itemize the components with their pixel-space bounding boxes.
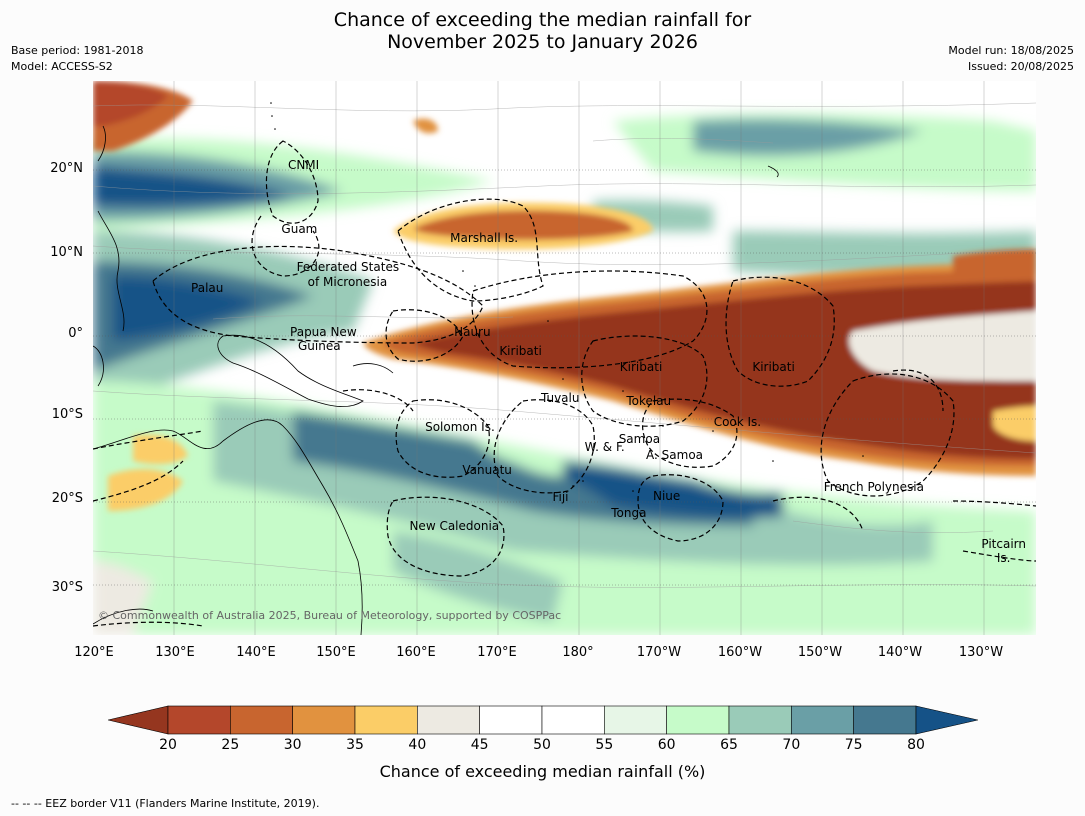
- region-label: Guam: [281, 222, 318, 237]
- contour-lines: [93, 102, 1036, 588]
- borneo-coast: [93, 345, 104, 387]
- region-label: Niue: [653, 488, 681, 503]
- region-label: Fiji: [552, 489, 569, 504]
- lon-label-170w: 170°W: [636, 645, 682, 660]
- colorbar-bin: [354, 705, 418, 735]
- colorbar-bin: [604, 705, 667, 735]
- lon-label-120e: 120°E: [74, 645, 114, 660]
- region-label: Is.: [996, 551, 1011, 566]
- new-zealand-coast: [93, 608, 154, 625]
- lon-label-160w: 160°W: [717, 645, 763, 660]
- colorbar-label: Chance of exceeding median rainfall (%): [379, 762, 706, 781]
- colorbar-bin: [417, 705, 480, 735]
- lat-label-20s: 20°S: [51, 491, 83, 506]
- lat-label-10s: 10°S: [51, 407, 83, 422]
- issued-date: Issued: 20/08/2025: [967, 60, 1074, 73]
- region-label: Kiribati: [499, 343, 542, 358]
- coastlines: [93, 125, 779, 635]
- philippines-coast: [97, 210, 125, 332]
- region-label: Guinea: [298, 338, 341, 353]
- region-label: New Caledonia: [409, 518, 500, 533]
- region-label: Tonga: [611, 506, 647, 521]
- colorbar-tick-label: 50: [533, 737, 551, 753]
- colorbar-tick-label: 40: [408, 737, 427, 753]
- lon-label-160e: 160°E: [396, 645, 436, 660]
- colorbar-tick-label: 25: [221, 737, 240, 753]
- taiwan-coast: [97, 125, 106, 162]
- lon-label-140w: 140°W: [877, 645, 923, 660]
- region-label: Kiribati: [752, 360, 795, 375]
- colorbar-under-arrow: [108, 705, 169, 735]
- colorbar-tick-label: 55: [595, 737, 614, 753]
- colorbar-tick-label: 20: [159, 737, 177, 753]
- region-label: of Micronesia: [307, 274, 388, 289]
- hawaii-coast: [767, 165, 779, 178]
- graticule: [93, 169, 1036, 586]
- lat-label-10n: 10°N: [50, 245, 83, 260]
- rainfall-probability-map: [93, 81, 1036, 635]
- colorbar-tick-label: 65: [720, 737, 738, 753]
- colorbar-bin: [479, 705, 543, 735]
- colorbar: [108, 705, 978, 735]
- colorbar-bin: [230, 705, 293, 735]
- dry-signal-field: [93, 81, 1036, 511]
- lon-label-140e: 140°E: [236, 645, 276, 660]
- region-label: Papua New: [290, 324, 357, 339]
- region-label: Solomon Is.: [425, 420, 495, 435]
- lon-label-150w: 150°W: [797, 645, 843, 660]
- eez-borders: [93, 140, 1036, 627]
- lat-label-20n: 20°N: [50, 161, 83, 176]
- region-label: Federated States: [296, 260, 400, 275]
- region-label: Marshall Is.: [450, 231, 519, 246]
- lon-label-170e: 170°E: [477, 645, 517, 660]
- colorbar-bin: [541, 705, 605, 735]
- base-period: Base period: 1981-2018: [11, 44, 144, 57]
- region-label: Palau: [191, 281, 224, 296]
- lat-label-equator: 0°: [68, 326, 83, 341]
- colorbar-tick-label: 30: [283, 737, 302, 753]
- region-label: French Polynesia: [823, 479, 924, 494]
- colorbar-bin: [666, 705, 730, 735]
- map-title-line-1: Chance of exceeding the median rainfall …: [333, 9, 752, 31]
- colorbar-tick-label: 45: [470, 737, 489, 753]
- region-label: Kiribati: [619, 360, 663, 375]
- colorbar-bin: [791, 705, 854, 735]
- lat-label-30s: 30°S: [51, 580, 83, 595]
- region-label: Pitcairn: [981, 537, 1026, 552]
- region-label: Tokelau: [626, 393, 672, 408]
- colorbar-bin: [853, 705, 917, 735]
- lon-label-130e: 130°E: [155, 645, 195, 660]
- region-label: Nauru: [454, 324, 491, 339]
- copyright-notice: © Commonwealth of Australia 2025, Bureau…: [98, 609, 562, 622]
- colorbar-bin: [292, 705, 356, 735]
- island-markers: [270, 102, 864, 492]
- model-name: Model: ACCESS-S2: [11, 60, 113, 73]
- colorbar-tick-label: 60: [657, 737, 676, 753]
- eez-footnote: -- -- -- EEZ border V11 (Flanders Marine…: [11, 797, 320, 810]
- new-guinea-coast: [217, 334, 364, 408]
- colorbar-bin: [167, 705, 231, 735]
- colorbar-tick-label: 35: [346, 737, 364, 753]
- region-label: Samoa: [618, 432, 661, 447]
- new-britain-coast: [352, 363, 394, 374]
- region-label: W. & F.: [584, 439, 625, 454]
- colorbar-tick-label: 80: [907, 737, 925, 753]
- australia-coast: [93, 419, 363, 635]
- colorbar-tick-label: 70: [782, 737, 801, 753]
- colorbar-over-arrow: [915, 705, 978, 735]
- lon-label-180: 180°: [562, 645, 594, 660]
- region-label: A. Samoa: [646, 447, 704, 462]
- colorbar-bin: [728, 705, 792, 735]
- colorbar-tick-label: 75: [844, 737, 863, 753]
- model-run-date: Model run: 18/08/2025: [948, 44, 1074, 57]
- region-label: Cook Is.: [713, 414, 762, 429]
- region-label: Tuvalu: [540, 391, 580, 406]
- region-label: CNMI: [287, 157, 320, 172]
- lon-label-150e: 150°E: [316, 645, 356, 660]
- lon-label-130w: 130°W: [958, 645, 1004, 660]
- region-label: Vanuatu: [462, 462, 512, 477]
- map-title-line-2: November 2025 to January 2026: [387, 31, 698, 53]
